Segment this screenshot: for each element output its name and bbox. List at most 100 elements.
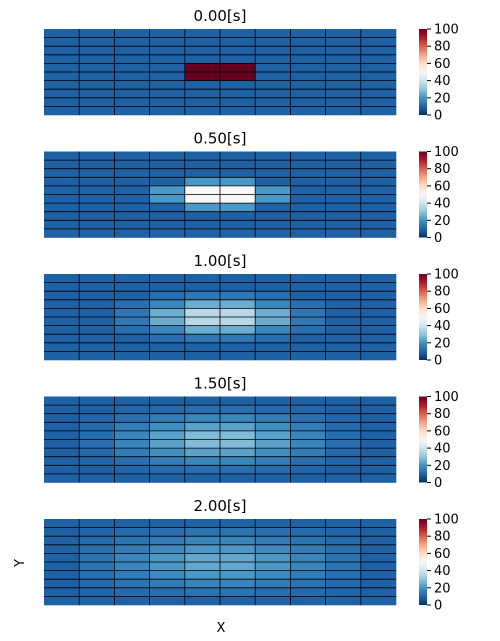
heatmap-cell (184, 211, 221, 221)
heatmap-cell (290, 72, 326, 81)
heatmap-cell (44, 106, 80, 116)
heatmap-cell (220, 553, 256, 563)
heatmap-cell (290, 527, 326, 537)
heatmap-cell (114, 211, 150, 221)
heatmap-cell (360, 29, 397, 38)
heatmap-cell (79, 89, 115, 99)
colorbar-tick-label: 40 (434, 197, 451, 212)
heatmap-cell (44, 553, 80, 563)
heatmap-cell (325, 220, 362, 230)
colorbar-gradient (419, 519, 427, 605)
heatmap-cell (255, 527, 291, 537)
colorbar-tick-label: 100 (434, 23, 459, 38)
heatmap-cell (79, 439, 115, 449)
heatmap-cell (290, 97, 326, 107)
heatmap-cell (220, 97, 256, 107)
heatmap-cell (220, 37, 256, 47)
heatmap-cell (325, 291, 362, 301)
heatmap-cell (255, 97, 291, 107)
heatmap-cell (44, 282, 80, 292)
heatmap-cell (44, 334, 80, 344)
heatmap-cell (44, 72, 80, 81)
heatmap-cell (325, 473, 362, 483)
heatmap-cell (149, 413, 186, 423)
heatmap-cell (255, 536, 291, 546)
heatmap-cell (360, 299, 397, 309)
heatmap-cell (290, 536, 326, 546)
heatmap-cell (220, 465, 256, 475)
heatmap-cell (325, 325, 362, 335)
heatmap-cell (325, 396, 362, 406)
heatmap-cell (149, 562, 186, 571)
heatmap-cell (184, 37, 221, 47)
heatmap-cell (255, 282, 291, 292)
heatmap-cell (325, 177, 362, 187)
heatmap-cell (360, 448, 397, 457)
heatmap-cell (184, 439, 221, 449)
heatmap-cell (44, 317, 80, 326)
heatmap-cell (290, 439, 326, 449)
heatmap-cell (360, 465, 397, 475)
heatmap-cell (44, 579, 80, 589)
heatmap-cell (149, 299, 186, 309)
heatmap-cell (149, 106, 186, 116)
heatmap-cell (325, 448, 362, 457)
heatmap-cell (184, 185, 221, 195)
heatmap-cell (79, 405, 115, 414)
heatmap-cell (290, 596, 326, 606)
heatmap-cell (325, 544, 362, 554)
heatmap-cell (44, 211, 80, 221)
heatmap-cell (220, 413, 256, 423)
heatmap-cell (184, 89, 221, 99)
heatmap-cell (360, 106, 397, 116)
colorbar-tick-label: 20 (434, 336, 451, 351)
heatmap-cell (79, 536, 115, 546)
heatmap-cell (149, 439, 186, 449)
heatmap-cell (149, 228, 186, 238)
heatmap-cell (79, 203, 115, 212)
heatmap-cell (184, 448, 221, 457)
heatmap-cell (114, 177, 150, 187)
heatmap-cell (114, 29, 150, 38)
heatmap-cell (290, 325, 326, 335)
heatmap-cell (255, 570, 291, 580)
heatmap-cell (290, 570, 326, 580)
colorbar-tick-label: 100 (434, 145, 459, 160)
heatmap-cell (325, 211, 362, 221)
heatmap-cell (79, 465, 115, 475)
heatmap-cell (114, 228, 150, 238)
heatmap-cell (114, 536, 150, 546)
heatmap-cell (149, 291, 186, 301)
heatmap-cell (360, 308, 397, 318)
heatmap-cell (220, 168, 256, 178)
heatmap-cell (44, 203, 80, 212)
heatmap-cell (360, 396, 397, 406)
colorbar-tick-label: 80 (434, 285, 451, 300)
heatmap-cell (290, 185, 326, 195)
colorbar-tick-label: 20 (434, 214, 451, 229)
heatmap-cell (255, 54, 291, 64)
heatmap-cell (184, 553, 221, 563)
heatmap-cell (255, 430, 291, 440)
heatmap-cell (290, 274, 326, 283)
heatmap-cell (149, 334, 186, 344)
heatmap-cell (79, 72, 115, 81)
heatmap-cell (184, 291, 221, 301)
heatmap-cell (79, 308, 115, 318)
heatmap-cell (114, 80, 150, 90)
heatmap-cell (44, 97, 80, 107)
heatmap-cell (290, 456, 326, 466)
heatmap-cell (79, 291, 115, 301)
colorbar-gradient (419, 274, 427, 360)
heatmap-cell (325, 194, 362, 204)
heatmap-cell (290, 203, 326, 212)
heatmap-cell (184, 536, 221, 546)
heatmap-cell (360, 46, 397, 56)
heatmap-cell (325, 308, 362, 318)
heatmap-cell (325, 456, 362, 466)
heatmap-cell (114, 325, 150, 335)
heatmap-cell (114, 37, 150, 47)
heatmap-cell (255, 544, 291, 554)
heatmap-cell (79, 37, 115, 47)
heatmap-cell (255, 177, 291, 187)
